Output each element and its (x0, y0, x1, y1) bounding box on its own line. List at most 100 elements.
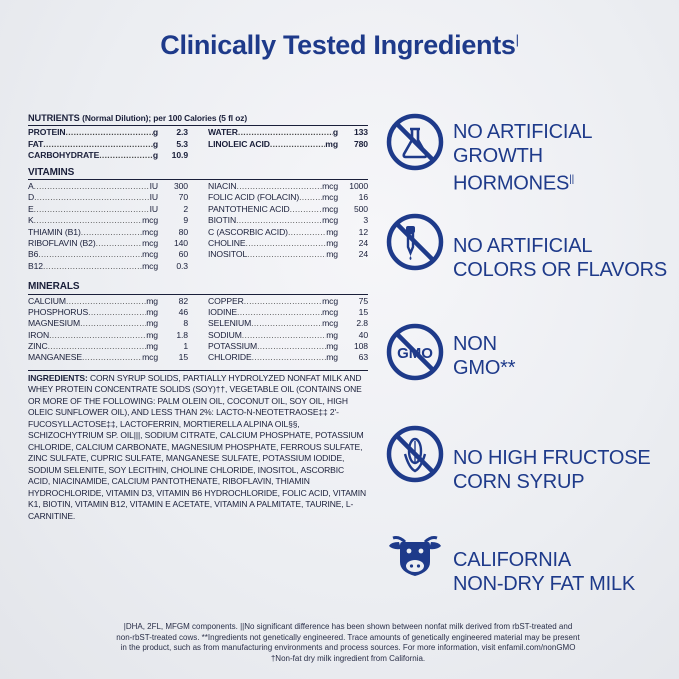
minerals-right-column: COPPERmcg75IODINEmcg15SELENIUMmcg2.8SODI… (208, 296, 368, 364)
nutrient-row: CARBOHYDRATE g 10.9 (28, 150, 188, 161)
footnote-line: †Non-fat dry milk ingredient from Califo… (270, 653, 426, 663)
nutrients-grid: PROTEIN g 2.3 FAT g 5.3 CARBOHYDRATE g 10.9 WATE… (28, 127, 368, 161)
leader-dots (81, 227, 142, 238)
nutrient-value: 8 (183, 318, 188, 329)
nutrient-unit: mcg (142, 249, 158, 260)
leader-dots (246, 238, 327, 249)
claim-text: NO ARTIFICIAL GROWTH HORMONES|| (453, 120, 592, 196)
leader-dots (236, 215, 322, 226)
nutrient-name: MANGANESE (28, 352, 83, 363)
nutrient-row: IRON mg 1.8 (28, 330, 188, 341)
nutrient-value: 1000 (349, 180, 368, 191)
leader-dots (80, 318, 146, 329)
nutrient-row: CHOLINE mg 24 (208, 238, 368, 249)
leader-dots (34, 192, 149, 203)
nutrients-right-column: WATER g 133 LINOLEIC ACID mg 780 (208, 127, 368, 161)
vitamins-right-column: NIACINmcg1000FOLIC ACID (FOLACIN)mcg16PA… (208, 181, 368, 272)
nutrient-row: A IU 300 (28, 181, 188, 192)
nutrient-unit: mcg (322, 306, 338, 317)
nutrient-row: WATER g 133 (208, 127, 368, 138)
nutrient-name: SODIUM (208, 329, 242, 340)
cow-icon (389, 536, 441, 576)
leader-dots (247, 249, 326, 260)
footnotes: |DHA, 2FL, MFGM components. ||No signifi… (68, 622, 628, 664)
nutrient-value: 108 (353, 341, 368, 352)
leader-dots (237, 181, 323, 192)
nutrient-name: COPPER (208, 295, 244, 306)
nutrient-value: 9 (183, 215, 188, 226)
leader-dots (251, 318, 322, 329)
nutrient-row: FOLIC ACID (FOLACIN) mcg 16 (208, 192, 368, 203)
leader-dots (34, 181, 150, 192)
leader-dots (257, 341, 326, 352)
nutrient-unit: mcg (322, 180, 338, 191)
claim-text: CALIFORNIA NON-DRY FAT MILK (453, 548, 635, 596)
nutrient-unit: mg (325, 138, 338, 149)
nutrient-name: POTASSIUM (208, 341, 258, 352)
leader-dots (66, 296, 146, 307)
claim-text: NON GMO** (453, 332, 516, 380)
corn-prohibited-icon (386, 425, 444, 483)
nutrient-name: LINOLEIC ACID (208, 138, 270, 149)
leader-dots (96, 238, 142, 249)
nutrition-panel: NUTRIENTS (Normal Dilution); per 100 Cal… (28, 113, 368, 522)
nutrient-name: CALCIUM (28, 295, 66, 306)
leader-dots (66, 127, 153, 138)
footnote-line: non-rbST-treated cows. **Ingredients not… (116, 632, 580, 642)
leader-dots (38, 249, 142, 260)
nutrient-name: E (28, 203, 34, 214)
nutrient-row: POTASSIUM mg 108 (208, 341, 368, 352)
claim-no-growth-hormones: NO ARTIFICIAL GROWTH HORMONES|| (385, 112, 675, 195)
nutrient-row: MANGANESE mcg 15 (28, 352, 188, 363)
leader-dots (34, 204, 150, 215)
nutrient-name: PHOSPHORUS (28, 306, 89, 317)
nutrient-row: LINOLEIC ACID mg 780 (208, 139, 368, 150)
nutrient-value: 140 (173, 237, 188, 248)
nutrient-row: INOSITOL mg 24 (208, 249, 368, 260)
footnote-line: in the product, such as from manufacturi… (120, 643, 576, 652)
claim-line: NON (453, 333, 497, 355)
nutrient-unit: IU (149, 180, 159, 191)
leader-dots (288, 227, 326, 238)
dropper-prohibited-icon (386, 213, 444, 271)
nutrient-name: WATER (208, 127, 238, 138)
nutrient-value: 300 (173, 180, 188, 191)
claim-line: CORN SYRUP (453, 471, 585, 493)
claim-no-artificial-colors: NO ARTIFICIAL COLORS OR FLAVORS (385, 212, 675, 282)
nutrient-name: PROTEIN (28, 127, 66, 138)
title-footnote-mark: | (515, 32, 519, 47)
vitamins-left-column: AIU300DIU70EIU2Kmcg9THIAMIN (B1)mcg80RIB… (28, 181, 188, 272)
nutrient-value: 133 (353, 127, 368, 138)
claim-line-with-mark: HORMONES|| (453, 168, 592, 196)
nutrient-row: E IU 2 (28, 204, 188, 215)
nutrient-row: IODINE mcg 15 (208, 307, 368, 318)
nutrient-value: 24 (358, 249, 368, 260)
nutrient-row: CALCIUM mg 82 (28, 296, 188, 307)
leader-dots (49, 330, 146, 341)
nutrient-unit: mg (326, 237, 338, 248)
nutrient-name: THIAMIN (B1) (28, 226, 81, 237)
nutrient-unit: mg (146, 341, 158, 352)
nutrient-value: 15 (178, 352, 188, 363)
nutrient-value: 82 (178, 295, 188, 306)
nutrients-heading-label: NUTRIENTS (28, 113, 80, 123)
nutrient-name: PANTOTHENIC ACID (208, 203, 290, 214)
nutrient-value: 12 (358, 226, 368, 237)
nutrient-value: 1.8 (176, 329, 188, 340)
nutrient-unit: IU (149, 203, 159, 214)
nutrient-unit: mg (146, 318, 158, 329)
nutrient-name: B12 (28, 260, 43, 271)
nutrient-value: 80 (178, 226, 188, 237)
nutrient-name: CHOLINE (208, 237, 246, 248)
claim-line: NON-DRY FAT MILK (453, 573, 636, 595)
nutrient-name: BIOTIN (208, 215, 237, 226)
nutrient-value: 0.3 (176, 260, 188, 271)
nutrient-row: ZINC mg 1 (28, 341, 188, 352)
title-text: Clinically Tested Ingredients (160, 30, 516, 60)
nutrient-value: 70 (178, 192, 188, 203)
flask-prohibited-icon (386, 113, 444, 171)
nutrient-name: IODINE (208, 306, 238, 317)
gmo-prohibited-icon: GMO (386, 323, 444, 381)
nutrient-name: FAT (28, 138, 44, 149)
nutrient-row: D IU 70 (28, 192, 188, 203)
